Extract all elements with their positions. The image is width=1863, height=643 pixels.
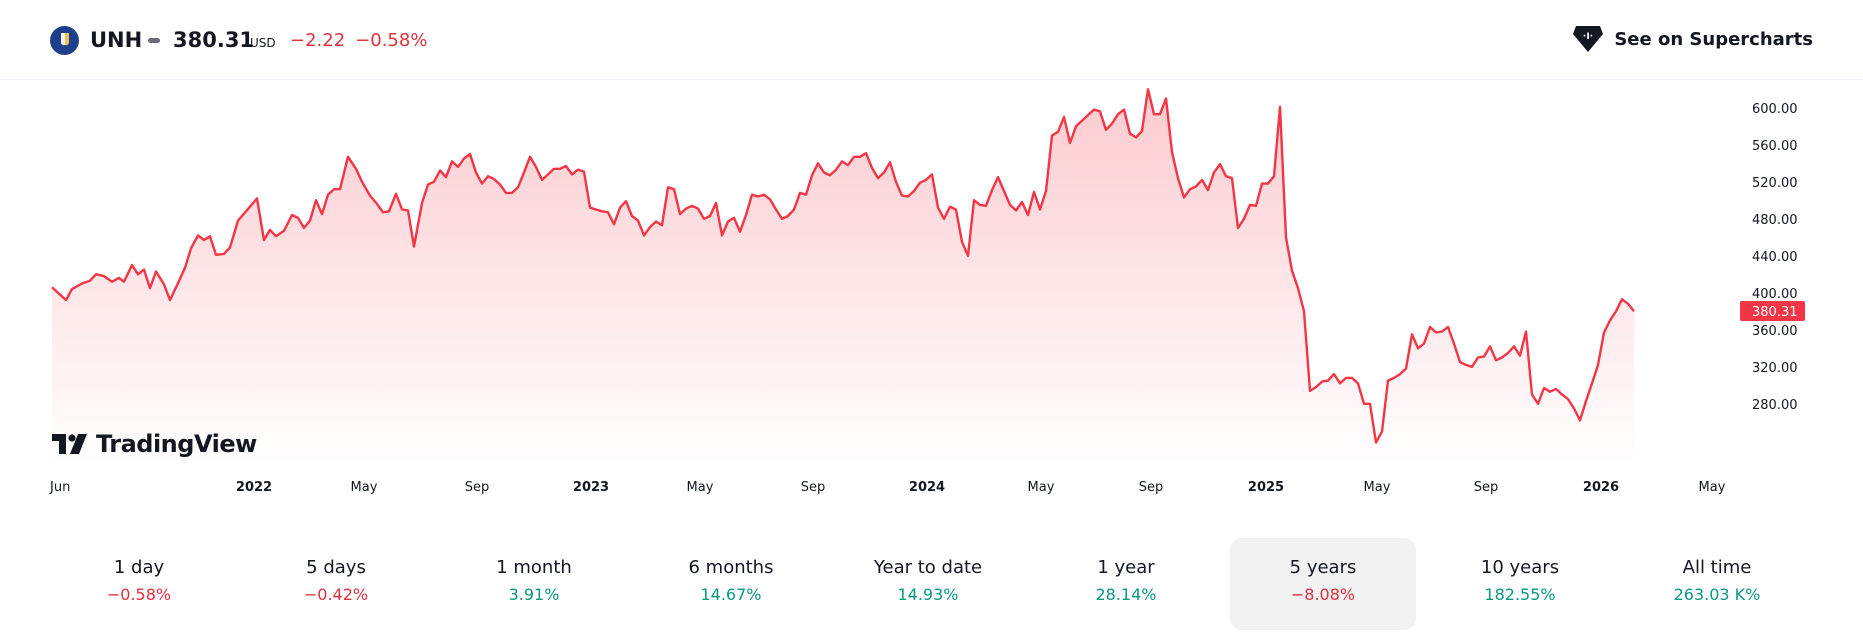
tradingview-wordmark: TradingView	[96, 430, 257, 458]
period-button-6-months[interactable]: 6 months 14.67%	[638, 538, 824, 630]
x-axis: Jun 2022 May Sep 2023 May Sep 2024 May Sep 2025 May…	[49, 480, 1726, 495]
period-label: 6 months	[688, 557, 774, 578]
period-button-5-years[interactable]: 5 years −8.08%	[1230, 538, 1416, 630]
period-label: 10 years	[1480, 557, 1560, 578]
y-tick-label: 600.00	[1752, 102, 1798, 117]
period-change-value: 28.14%	[1095, 585, 1157, 604]
x-tick-label: May	[351, 480, 378, 495]
symbol-header: UNH 380.31 USD −2.22 −0.58% ·I· See on Su…	[0, 0, 1863, 80]
currency-code: USD	[250, 36, 276, 50]
x-tick-label: 2022	[236, 480, 272, 495]
last-price: 380.31	[173, 28, 255, 52]
see-on-supercharts-link[interactable]: ·I· See on Supercharts	[1572, 24, 1813, 54]
last-price-badge	[1740, 300, 1805, 321]
x-tick-label: May	[1028, 480, 1055, 495]
period-change-value: 182.55%	[1484, 585, 1556, 604]
last-price-marker: 380.31	[1740, 300, 1805, 321]
period-change-value: 14.67%	[700, 585, 762, 604]
period-label: Year to date	[873, 557, 983, 578]
period-label: All time	[1682, 557, 1752, 578]
period-label: 5 days	[306, 557, 366, 578]
y-tick-label: 480.00	[1752, 213, 1798, 228]
y-tick-label: 360.00	[1752, 324, 1798, 339]
period-change-value: −0.58%	[106, 585, 172, 604]
x-tick-label: 2024	[909, 480, 945, 495]
period-change-value: 14.93%	[897, 585, 959, 604]
period-change-value: 3.91%	[508, 585, 560, 604]
ticker-symbol: UNH	[90, 28, 143, 52]
y-tick-label: 440.00	[1752, 250, 1798, 265]
price-area	[52, 89, 1634, 466]
period-label: 1 year	[1097, 557, 1155, 578]
period-label: 5 years	[1289, 557, 1357, 578]
see-on-supercharts-label: See on Supercharts	[1614, 28, 1813, 50]
x-tick-label: May	[687, 480, 714, 495]
period-button-all-time[interactable]: All time 263.03 K%	[1624, 538, 1810, 630]
period-button-10-years[interactable]: 10 years 182.55%	[1427, 538, 1613, 630]
x-tick-label: Sep	[1139, 480, 1164, 495]
x-tick-label: May	[1699, 480, 1726, 495]
period-button-year-to-date[interactable]: Year to date 14.93%	[835, 538, 1021, 630]
x-tick-label: Sep	[1474, 480, 1499, 495]
x-tick-label: May	[1364, 480, 1391, 495]
period-change-value: −8.08%	[1290, 585, 1356, 604]
price-change: −2.22 −0.58%	[290, 26, 437, 55]
svg-text:·I·: ·I·	[1583, 32, 1593, 42]
period-button-1-year[interactable]: 1 year 28.14%	[1033, 538, 1219, 630]
market-status-icon	[148, 38, 160, 43]
x-tick-label: Sep	[801, 480, 826, 495]
period-button-1-month[interactable]: 1 month 3.91%	[441, 538, 627, 630]
period-label: 1 day	[113, 557, 165, 578]
y-tick-label: 520.00	[1752, 176, 1798, 191]
company-logo-icon	[50, 26, 79, 55]
y-axis: 280.00 320.00 360.00 400.00 440.00 480.00 520.…	[1752, 102, 1798, 413]
x-tick-label: 2026	[1583, 480, 1619, 495]
period-button-1-day[interactable]: 1 day −0.58%	[46, 538, 232, 630]
period-change-value: −0.42%	[303, 585, 369, 604]
period-selector: 1 day −0.58% 5 days −0.42% 1 month 3.91% 6 mon…	[40, 538, 1823, 630]
period-button-5-days[interactable]: 5 days −0.42%	[243, 538, 429, 630]
x-tick-label: 2023	[573, 480, 609, 495]
price-line	[51, 88, 1635, 444]
supercharts-icon: ·I·	[1572, 24, 1604, 54]
price-change-percent: −0.58%	[355, 30, 428, 51]
price-chart[interactable]: 280.00 320.00 360.00 400.00 440.00 480.00 520.…	[0, 80, 1863, 500]
y-tick-label: 320.00	[1752, 361, 1798, 376]
last-price-label: 380.31	[1752, 305, 1798, 320]
period-change-value: 263.03 K%	[1673, 585, 1761, 604]
y-tick-label: 400.00	[1752, 287, 1798, 302]
price-change-absolute: −2.22	[290, 30, 346, 51]
y-tick-label: 280.00	[1752, 398, 1798, 413]
y-tick-label: 560.00	[1752, 139, 1798, 154]
x-tick-label: Jun	[49, 480, 70, 495]
period-label: 1 month	[496, 557, 572, 578]
tradingview-logo[interactable]: TradingView	[52, 430, 257, 458]
x-tick-label: 2025	[1248, 480, 1284, 495]
tradingview-logo-icon	[52, 434, 87, 454]
x-tick-label: Sep	[465, 480, 490, 495]
